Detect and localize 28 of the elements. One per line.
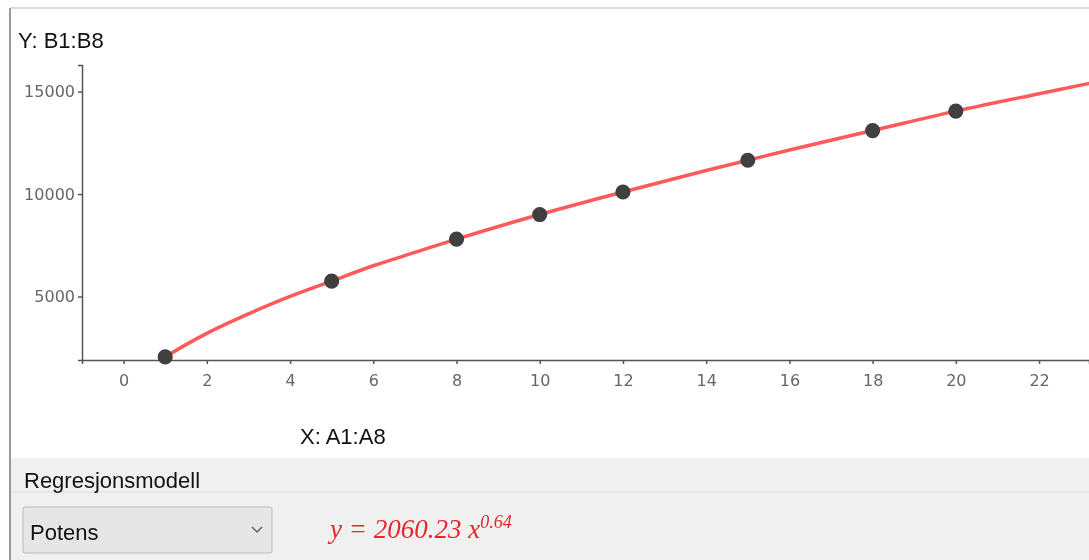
- x-tick-label: 14: [696, 371, 717, 391]
- point: [740, 152, 756, 168]
- y-tick-label: 10000: [24, 184, 75, 204]
- y-tick-label: 5000: [34, 287, 75, 307]
- x-tick-label: 4: [285, 371, 296, 391]
- x-tick-label: 16: [779, 371, 801, 391]
- text: Potens: [30, 520, 99, 545]
- text: Regresjonsmodell: [24, 468, 201, 493]
- x-tick-label: 6: [368, 371, 379, 391]
- point: [448, 231, 465, 247]
- point: [865, 123, 881, 139]
- x-axis-title: X: A1:A8: [300, 424, 386, 449]
- x-tick-label: 8: [451, 371, 463, 391]
- x-tick-label: 12: [613, 371, 634, 391]
- y-tick-label: 15000: [24, 82, 75, 102]
- x-tick-label: 20: [946, 371, 967, 391]
- x-tick-label: 2: [202, 371, 213, 391]
- point: [157, 349, 173, 365]
- text: y = 2060.23 x$^{0.64}$: [327, 512, 512, 544]
- x-tick-label: 22: [1029, 371, 1050, 391]
- y-axis-title: Y: B1:B8: [18, 28, 104, 53]
- x-tick-label: 0: [119, 371, 130, 391]
- point: [615, 184, 631, 200]
- x-tick-label: 18: [862, 371, 884, 391]
- x-tick-label: 10: [530, 371, 551, 391]
- point: [324, 273, 340, 289]
- point: [532, 206, 548, 223]
- point: [948, 103, 964, 119]
